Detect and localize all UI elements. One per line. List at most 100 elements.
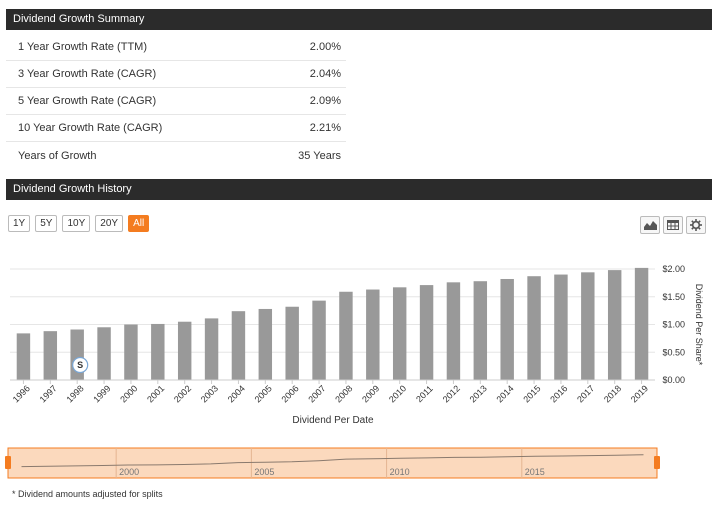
chart-tools [640, 216, 706, 234]
y-tick-label: $0.50 [662, 347, 685, 357]
history-title: Dividend Growth History [13, 183, 132, 195]
navigator-left-handle[interactable] [5, 456, 11, 469]
table-view-button[interactable] [663, 216, 683, 234]
bar[interactable] [607, 270, 622, 380]
summary-row: 3 Year Growth Rate (CAGR) 2.04% [6, 61, 346, 88]
split-marker[interactable]: S [72, 356, 89, 374]
bar[interactable] [204, 318, 219, 380]
x-tick-label: 2007 [306, 383, 327, 404]
footnote: * Dividend amounts adjusted for splits [12, 489, 163, 499]
summary-row-value: 2.04% [309, 68, 341, 80]
summary-row-value: 2.21% [309, 122, 341, 134]
bar[interactable] [554, 274, 568, 380]
x-tick-label: 2013 [468, 383, 489, 404]
gear-icon [690, 219, 702, 231]
y-tick-label: $0.00 [662, 375, 685, 385]
summary-row-value: 2.00% [309, 41, 341, 53]
x-tick-label: 2018 [602, 383, 623, 404]
navigator-tick-label: 2005 [254, 467, 274, 477]
bar[interactable] [312, 300, 326, 380]
area-chart-button[interactable] [640, 216, 660, 234]
navigator-series-line [21, 454, 644, 468]
summary-row-label: 3 Year Growth Rate (CAGR) [18, 68, 157, 80]
x-tick-label: 1996 [11, 383, 32, 404]
settings-button[interactable] [686, 216, 706, 234]
x-tick-label: 1998 [64, 383, 85, 404]
bar[interactable] [231, 311, 246, 380]
bar[interactable] [581, 272, 595, 380]
navigator-tick-label: 2000 [119, 467, 139, 477]
y-tick-label: $1.50 [662, 292, 685, 302]
bar[interactable] [392, 287, 407, 380]
range-selector: 1Y 5Y 10Y 20Y All [8, 215, 150, 232]
y-tick-label: $1.00 [662, 320, 685, 330]
summary-row-label: 10 Year Growth Rate (CAGR) [18, 122, 163, 134]
x-tick-label: 2003 [199, 383, 220, 404]
x-tick-label: 1997 [38, 383, 59, 404]
split-marker-label: S [77, 360, 83, 370]
bar[interactable] [366, 289, 380, 380]
x-tick-label: 2002 [172, 383, 193, 404]
bar[interactable] [151, 323, 165, 380]
summary-table: 1 Year Growth Rate (TTM) 2.00% 3 Year Gr… [6, 34, 346, 169]
summary-row: Years of Growth 35 Years [6, 142, 346, 169]
range-button-1y[interactable]: 1Y [8, 215, 31, 232]
summary-row-value: 2.09% [309, 95, 341, 107]
table-icon [667, 220, 679, 230]
bar[interactable] [258, 308, 273, 380]
y-tick-label: $2.00 [662, 264, 685, 274]
x-tick-label: 2000 [118, 383, 139, 404]
bar[interactable] [634, 267, 649, 380]
navigator-right-handle[interactable] [654, 456, 660, 469]
bar[interactable] [473, 281, 488, 380]
range-button-20y[interactable]: 20Y [95, 215, 124, 232]
bar[interactable] [43, 331, 58, 380]
navigator-tick-label: 2010 [390, 467, 410, 477]
summary-row-label: 5 Year Growth Rate (CAGR) [18, 95, 157, 107]
summary-row: 5 Year Growth Rate (CAGR) 2.09% [6, 88, 346, 115]
x-tick-label: 2008 [333, 383, 354, 404]
bar[interactable] [124, 324, 138, 381]
x-tick-label: 2010 [387, 383, 408, 404]
bars [16, 267, 649, 381]
summary-row-label: 1 Year Growth Rate (TTM) [18, 41, 147, 53]
x-tick-label: 2011 [414, 383, 435, 404]
navigator-window[interactable] [7, 447, 658, 479]
summary-row: 1 Year Growth Rate (TTM) 2.00% [6, 34, 346, 61]
bar[interactable] [419, 285, 434, 380]
bar[interactable] [446, 282, 461, 380]
range-navigator[interactable]: 2000 2005 2010 2015 [5, 447, 660, 479]
summary-row: 10 Year Growth Rate (CAGR) 2.21% [6, 115, 346, 142]
x-axis-title: Dividend Per Date [292, 415, 374, 426]
x-tick-label: 2016 [548, 383, 569, 404]
summary-title: Dividend Growth Summary [13, 13, 145, 25]
x-tick-label: 2009 [360, 383, 381, 404]
x-tick-label: 2015 [521, 383, 542, 404]
x-tick-label: 2004 [226, 383, 247, 404]
bar[interactable] [177, 321, 192, 380]
bar[interactable] [285, 306, 299, 380]
bar[interactable] [16, 333, 31, 380]
dividend-chart: $0.00 $0.50 $1.00 $1.50 $2.00 1996 1997 1998 199… [5, 264, 704, 479]
x-tick-label: 2012 [441, 383, 462, 404]
x-tick-label: 2019 [629, 383, 650, 404]
x-tick-label: 2005 [253, 383, 274, 404]
summary-row-value: 35 Years [298, 149, 341, 162]
bar[interactable] [339, 291, 353, 380]
bar[interactable] [97, 327, 111, 380]
range-button-5y[interactable]: 5Y [35, 215, 58, 232]
summary-header: Dividend Growth Summary [6, 9, 712, 30]
x-tick-label: 1999 [91, 383, 112, 404]
x-tick-label: 2001 [145, 383, 166, 404]
x-tick-label: 2017 [575, 383, 596, 404]
x-tick-label: 2014 [494, 383, 515, 404]
area-chart-icon [643, 221, 657, 230]
bar[interactable] [527, 276, 541, 380]
history-header: Dividend Growth History [6, 179, 712, 200]
bar[interactable] [500, 278, 514, 380]
summary-row-label: Years of Growth [18, 149, 97, 162]
split-marker-circle [72, 356, 89, 374]
x-tick-label: 2006 [279, 383, 300, 404]
range-button-all[interactable]: All [128, 215, 150, 232]
range-button-10y[interactable]: 10Y [62, 215, 91, 232]
